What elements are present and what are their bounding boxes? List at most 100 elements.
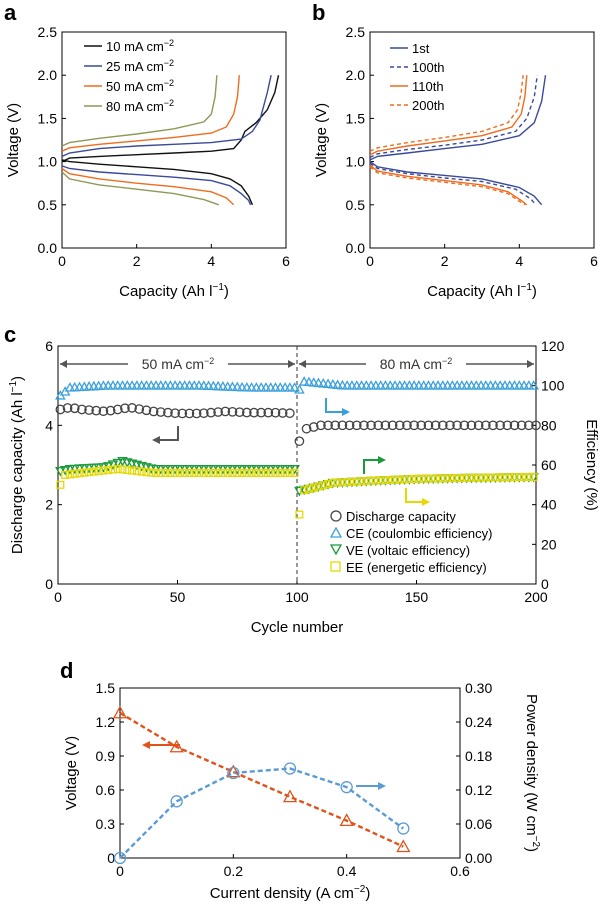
range-arrowhead-right-a [299, 360, 306, 368]
series-marker [338, 478, 347, 487]
capacity-axis-indicator-arrow [158, 426, 179, 441]
x-axis-label-a: Capacity (Ah l−1) [119, 282, 229, 300]
power-axis-arrowhead [378, 782, 386, 790]
series-marker [344, 420, 355, 431]
series-marker [218, 468, 227, 477]
y-tick-label: 1.2 [96, 714, 116, 730]
series-marker [213, 407, 223, 417]
series-marker [98, 406, 109, 417]
series-marker [281, 468, 290, 477]
y-tick-label: 0 [45, 576, 53, 592]
series-marker [185, 468, 194, 477]
power-marker [170, 795, 183, 808]
series-marker [400, 475, 409, 484]
legend-label-a-80: 80 mA cm−2 [106, 98, 174, 114]
x-axis-label-b: Capacity (Ah l−1) [427, 282, 537, 300]
series-marker [505, 473, 514, 482]
y-tick-label: 0.0 [38, 240, 58, 256]
series-line-discharge [61, 167, 235, 206]
x-tick-label: 100 [285, 589, 309, 605]
series-marker [309, 483, 318, 492]
series-marker [220, 406, 231, 417]
power-marker [283, 762, 297, 775]
panel-label-b: b [312, 0, 325, 25]
series-marker [112, 404, 123, 415]
series-marker [289, 382, 300, 392]
x-tick-label: 150 [405, 589, 429, 605]
series-marker [61, 470, 70, 479]
series-marker [459, 420, 470, 431]
series-marker [419, 474, 428, 483]
y-tick-label: 1.5 [346, 110, 366, 126]
x-tick-label: 0.2 [224, 863, 244, 879]
series-marker [75, 469, 84, 478]
series-marker [209, 468, 218, 477]
range-label-right: 80 mA cm−2 [380, 356, 453, 372]
series-marker [177, 408, 188, 419]
series-marker [141, 405, 152, 416]
voltage-marker [282, 789, 298, 803]
series-marker [500, 473, 509, 482]
series-marker [276, 468, 285, 477]
series-marker [151, 468, 161, 477]
legend-label-a-50: 50 mA cm−2 [106, 78, 174, 94]
series-marker [394, 420, 405, 431]
y-tick-label: 0.9 [96, 748, 116, 764]
power-marker [227, 766, 240, 780]
plot-frame-a [61, 31, 287, 249]
y-tick-label: 1.5 [38, 110, 58, 126]
series-marker [137, 467, 146, 476]
y-tick-label: 2.0 [346, 67, 366, 83]
x-tick-label: 0 [116, 863, 124, 879]
series-marker [161, 468, 170, 477]
series-marker [234, 407, 245, 418]
series-marker [402, 420, 412, 431]
series-marker [330, 420, 341, 431]
series-line-charge [369, 75, 528, 156]
series-marker [337, 420, 348, 431]
series-marker [257, 468, 266, 477]
y-tick-label: 2.0 [38, 67, 58, 83]
series-marker [84, 405, 94, 415]
series-marker [184, 408, 195, 419]
series-marker [515, 473, 524, 482]
current-range-arrow-left: 50 mA cm−2 [60, 355, 295, 373]
voltage-marker [226, 764, 241, 778]
series-marker [357, 477, 366, 486]
series-marker [462, 473, 471, 482]
series-marker [113, 464, 122, 473]
series-marker [452, 420, 462, 431]
y-tick-label: 0.5 [346, 197, 366, 213]
series-marker [473, 420, 484, 431]
series-marker [529, 472, 538, 481]
x-tick-label: 6 [282, 253, 290, 269]
y2-tick-label: 0.24 [465, 714, 492, 730]
series-marker [252, 468, 261, 477]
y-tick-label: 0 [107, 850, 115, 866]
y2-tick-label: 60 [541, 457, 557, 473]
x-tick-label: 0 [54, 589, 62, 605]
x-tick-label: 4 [515, 253, 523, 269]
voltage-marker [169, 739, 184, 753]
series-marker [285, 468, 294, 477]
y2-tick-label: 0.30 [465, 680, 492, 696]
series-marker [65, 470, 74, 479]
series-marker [333, 478, 342, 487]
series-marker [301, 423, 312, 434]
ve-axis-arrowhead [378, 456, 386, 464]
series-marker [457, 473, 466, 482]
series-marker [56, 480, 65, 489]
y2-tick-label: 0.12 [465, 782, 492, 798]
series-marker [198, 408, 209, 419]
series-marker [477, 473, 486, 482]
series-marker [155, 407, 166, 417]
series-lines-b [369, 75, 547, 206]
series-line-discharge [61, 171, 220, 206]
range-arrowhead-left-b [288, 360, 295, 368]
panel-label-d: d [60, 658, 73, 683]
y2-axis-ticks-d: 0.00 0.06 0.12 0.18 0.24 0.30 [456, 680, 492, 866]
chart-panel-d: 0 0.3 0.6 0.9 1.2 1.5 0.00 0.06 0.12 0.18 0.24 0.3… [63, 680, 541, 902]
series-marker [438, 474, 447, 483]
series-marker [316, 420, 326, 431]
